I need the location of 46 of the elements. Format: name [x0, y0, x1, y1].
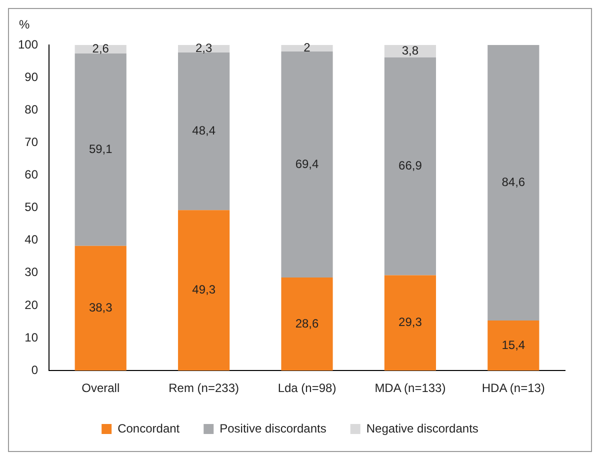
data-label: 49,3 — [192, 282, 216, 297]
x-tick-label: Lda (n=98) — [278, 381, 336, 396]
data-label: 66,9 — [398, 158, 422, 173]
bar — [384, 57, 436, 276]
bar — [281, 45, 333, 52]
bar — [281, 52, 333, 278]
data-label: 2,3 — [195, 41, 212, 56]
bar — [178, 52, 230, 210]
y-tick-label: 50 — [24, 200, 38, 214]
y-tick-label: 0 — [31, 362, 38, 377]
y-tick-label: 60 — [24, 168, 38, 182]
data-label: 2 — [304, 40, 311, 55]
y-tick-label: 30 — [24, 265, 38, 280]
legend-label: Positive discordants — [220, 421, 326, 436]
legend-label: Negative discordants — [366, 421, 478, 436]
x-tick-label: MDA (n=133) — [374, 381, 446, 396]
y-tick-label: 100 — [18, 37, 38, 52]
data-label: 84,6 — [502, 175, 526, 190]
y-tick-label: 80 — [24, 102, 38, 116]
data-label: 48,4 — [192, 124, 216, 138]
x-tick-label: HDA (n=13) — [482, 381, 545, 396]
data-label: 2,6 — [92, 42, 110, 56]
bar — [488, 320, 540, 371]
bar — [281, 277, 333, 371]
data-label: 59,1 — [88, 142, 113, 156]
data-label: 69,4 — [295, 156, 320, 171]
y-tick-label: 70 — [24, 134, 38, 149]
bar — [178, 210, 230, 371]
y-tick-label: 20 — [24, 298, 38, 312]
bar — [74, 246, 126, 371]
data-label: 3,8 — [402, 44, 419, 58]
x-tick-label: Rem (n=233) — [168, 381, 240, 396]
y-tick-label: 40 — [24, 232, 38, 247]
data-label: 28,6 — [295, 316, 320, 330]
bar — [384, 275, 436, 371]
bar — [488, 45, 540, 320]
legend-label: Concordant — [118, 421, 180, 436]
x-tick-label: Overall — [82, 381, 120, 396]
bar — [384, 45, 436, 58]
bar — [74, 53, 126, 246]
y-axis-title: % — [19, 17, 30, 32]
data-label: 38,3 — [88, 300, 113, 315]
y-tick-label: 10 — [24, 330, 38, 344]
data-label: 15,4 — [502, 338, 526, 352]
data-label: 29,3 — [398, 315, 422, 330]
y-tick-label: 90 — [24, 70, 38, 84]
